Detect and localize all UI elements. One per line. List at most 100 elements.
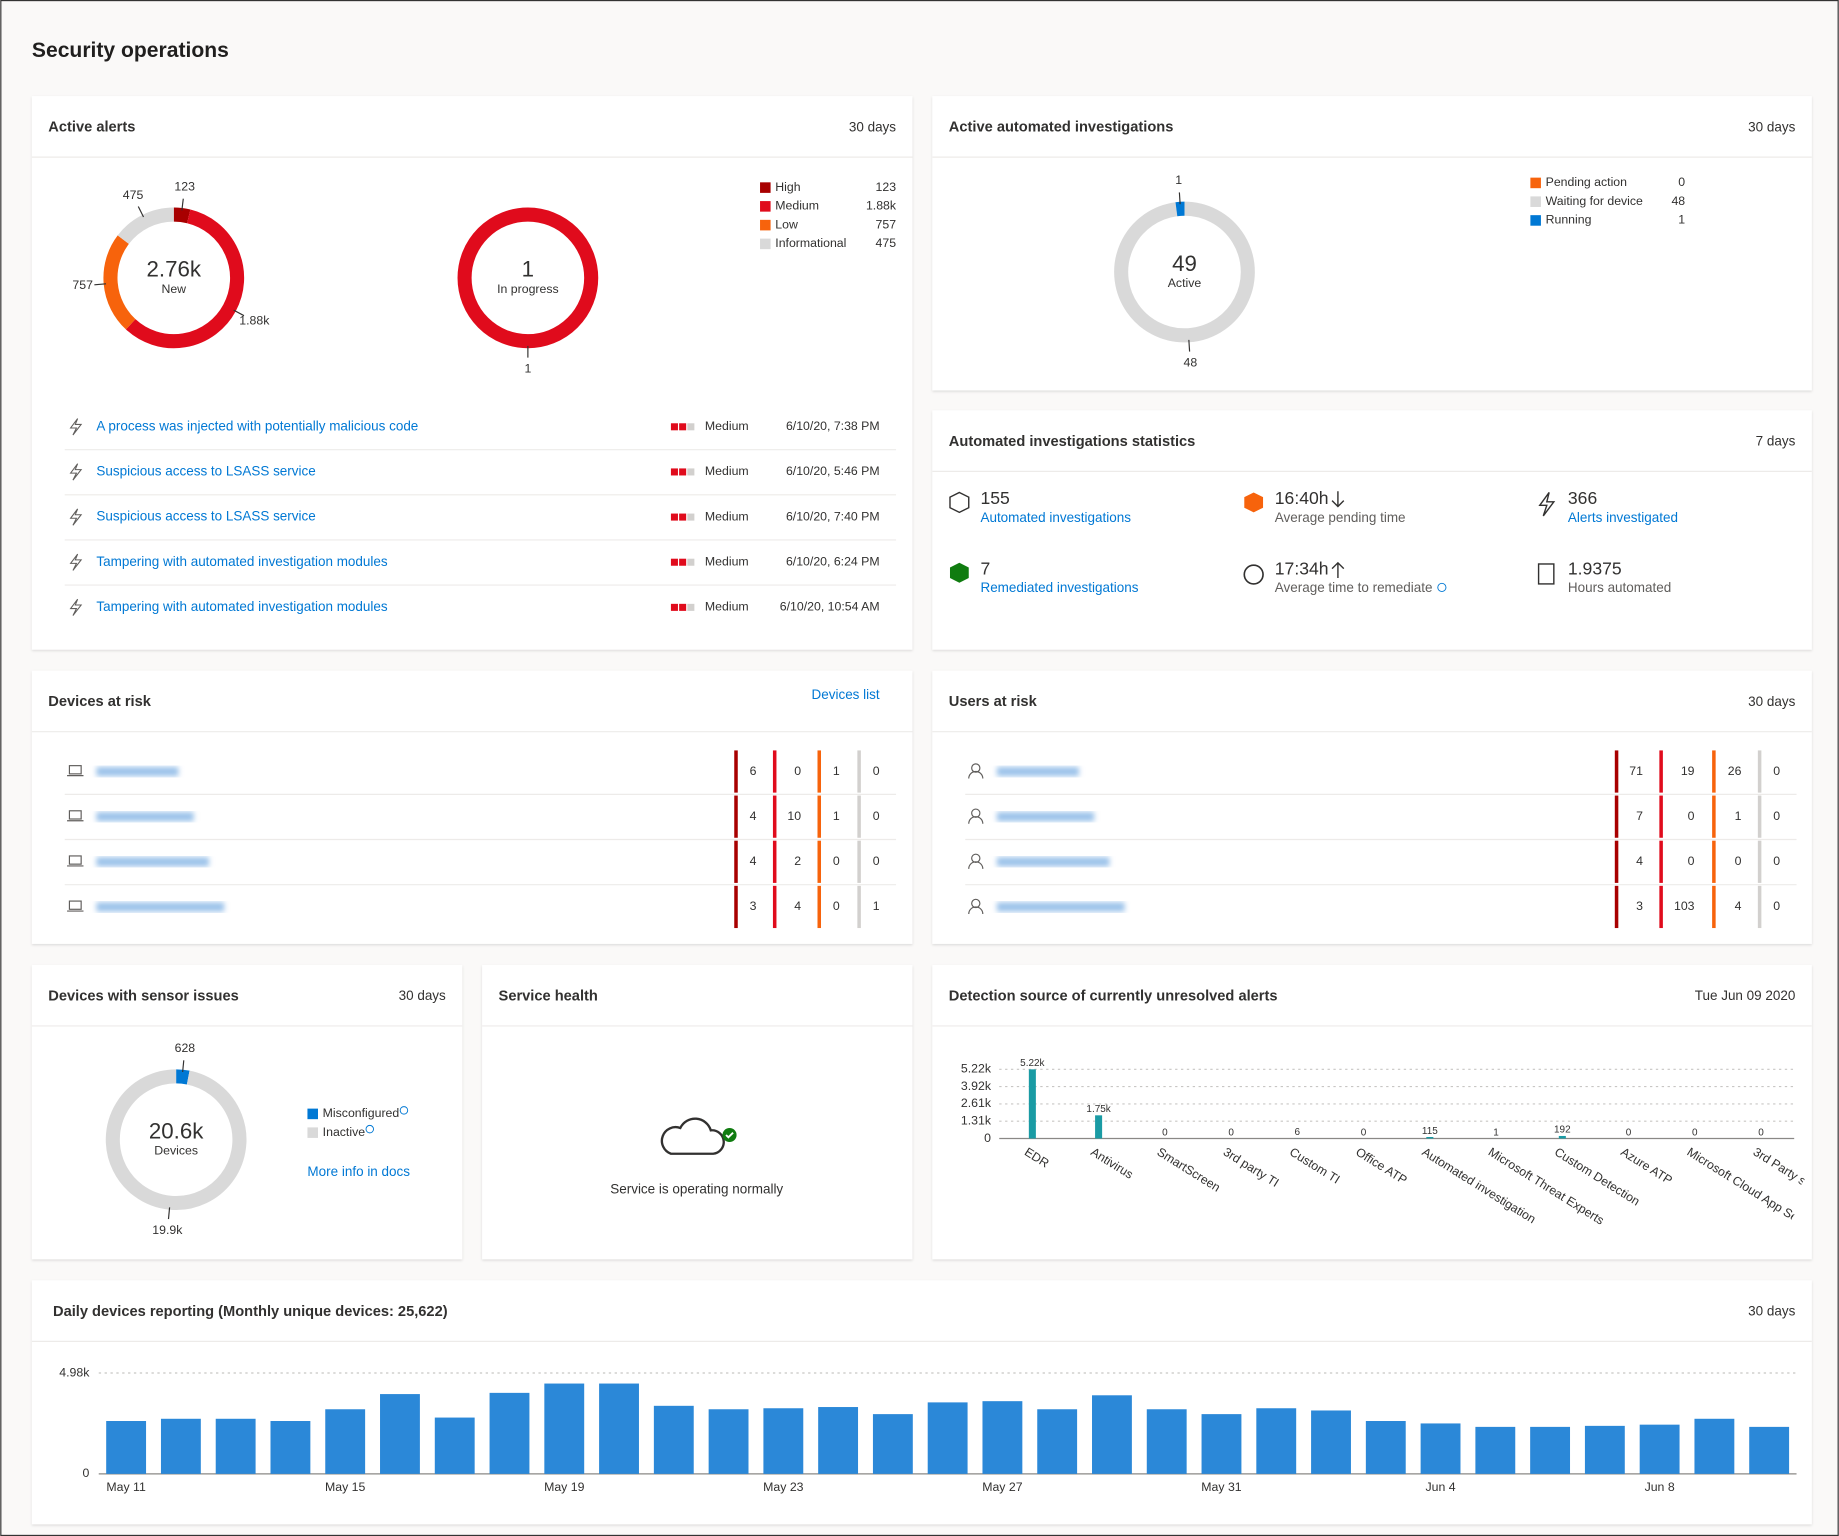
severity-bar	[857, 840, 861, 883]
stat-value: 17:34h	[1275, 558, 1329, 578]
severity-bar	[1757, 795, 1762, 838]
stat-label[interactable]: Alerts investigated	[1568, 510, 1678, 525]
stat-label[interactable]: Automated investigations	[980, 510, 1131, 525]
panel-title: Automated investigations statistics	[949, 434, 1196, 450]
donut-center-label: New	[161, 282, 186, 296]
bar	[872, 1414, 913, 1474]
donut-slice	[457, 207, 599, 349]
slice-label: 19.9k	[152, 1223, 183, 1237]
donut-slice	[173, 207, 191, 224]
risk-count: 1	[833, 809, 840, 823]
bar	[325, 1409, 366, 1474]
alert-title[interactable]: A process was injected with potentially …	[96, 418, 418, 433]
stat-label[interactable]: Remediated investigations	[980, 580, 1138, 595]
severity-block	[679, 468, 687, 476]
alert-icon	[69, 508, 83, 526]
panel-period: 30 days	[1748, 119, 1795, 134]
bar	[489, 1392, 530, 1474]
legend-swatch	[760, 238, 771, 250]
severity-bar	[1757, 840, 1762, 883]
severity-bar	[817, 840, 822, 883]
severity-bar	[1712, 840, 1716, 883]
bar-value-label: 1	[1493, 1127, 1499, 1138]
panel-period: 30 days	[1748, 1304, 1795, 1319]
trend-arrow	[1331, 561, 1345, 579]
alert-title[interactable]: Tampering with automated investigation m…	[96, 554, 387, 569]
panel-period: 7 days	[1756, 434, 1796, 449]
info-icon	[365, 1124, 374, 1134]
alert-title[interactable]: Tampering with automated investigation m…	[96, 599, 387, 614]
risk-count: 0	[873, 764, 880, 778]
legend-swatch	[1530, 177, 1541, 189]
legend-label: Low	[775, 217, 798, 231]
severity-bar	[1712, 750, 1716, 793]
stat-icon	[1244, 492, 1264, 513]
bar-value-label: 0	[1228, 1127, 1234, 1138]
bar	[982, 1401, 1023, 1474]
alert-time: 6/10/20, 5:46 PM	[786, 464, 880, 478]
user-icon	[968, 816, 984, 824]
label-leader	[182, 1060, 185, 1073]
panel-title: Active alerts	[48, 120, 135, 136]
risk-count: 0	[1773, 764, 1780, 778]
docs-link[interactable]: More info in docs	[307, 1164, 410, 1179]
redacted-name[interactable]	[96, 811, 194, 822]
legend-label: Waiting for device	[1546, 194, 1643, 208]
legend-label: Informational	[775, 236, 846, 250]
bar-value-label: 1.75k	[1086, 1104, 1110, 1115]
bar	[434, 1417, 475, 1474]
bar	[544, 1383, 585, 1474]
bar-value-label: 115	[1422, 1126, 1438, 1137]
severity-block	[687, 423, 695, 431]
bar-value-label: 0	[1626, 1127, 1632, 1138]
panel-period: 30 days	[399, 988, 446, 1003]
redacted-name[interactable]	[996, 766, 1079, 777]
redacted-name[interactable]	[996, 811, 1095, 822]
redacted-name[interactable]	[996, 857, 1110, 867]
alert-title[interactable]: Suspicious access to LSASS service	[96, 464, 315, 479]
redacted-name[interactable]	[96, 902, 225, 912]
risk-count: 0	[1773, 809, 1780, 823]
bar	[1028, 1069, 1036, 1139]
devices-list-link[interactable]: Devices list	[812, 687, 880, 702]
x-tick-label: Jun 8	[1645, 1480, 1675, 1494]
bar	[106, 1421, 147, 1474]
severity-bar	[734, 795, 738, 838]
cloud-icon	[660, 1117, 737, 1155]
severity-bar	[734, 840, 738, 883]
bar	[708, 1409, 749, 1474]
severity-block	[670, 513, 678, 521]
severity-block	[687, 558, 695, 566]
bar	[1146, 1409, 1187, 1474]
severity-bar	[772, 885, 777, 929]
panel-title: Devices at risk	[48, 694, 151, 710]
risk-count: 10	[787, 809, 801, 823]
redacted-name[interactable]	[96, 766, 179, 777]
bar	[1475, 1426, 1516, 1474]
bar	[1037, 1409, 1078, 1474]
x-tick-label: May 23	[763, 1480, 803, 1494]
redacted-name[interactable]	[996, 902, 1125, 912]
bar	[1749, 1426, 1790, 1474]
donut-center-value: 20.6k	[149, 1119, 204, 1144]
bar	[1365, 1421, 1406, 1474]
severity-bar	[857, 885, 861, 929]
bar	[215, 1418, 256, 1474]
severity-bar	[1614, 885, 1619, 929]
severity-bar	[857, 795, 861, 838]
severity-bar	[817, 795, 822, 838]
legend-swatch	[307, 1108, 318, 1120]
bar-value-label: 0	[1692, 1127, 1698, 1138]
stat-value: 155	[980, 488, 1010, 508]
bar-value-label: 6	[1295, 1127, 1301, 1138]
device-icon	[68, 765, 82, 775]
alert-severity: Medium	[705, 554, 749, 568]
legend-value: 48	[1671, 194, 1685, 208]
risk-count: 26	[1728, 764, 1742, 778]
risk-count: 0	[833, 899, 840, 913]
redacted-name[interactable]	[96, 857, 209, 867]
stat-icon	[949, 491, 970, 514]
alert-title[interactable]: Suspicious access to LSASS service	[96, 509, 315, 524]
severity-bar	[772, 840, 777, 883]
